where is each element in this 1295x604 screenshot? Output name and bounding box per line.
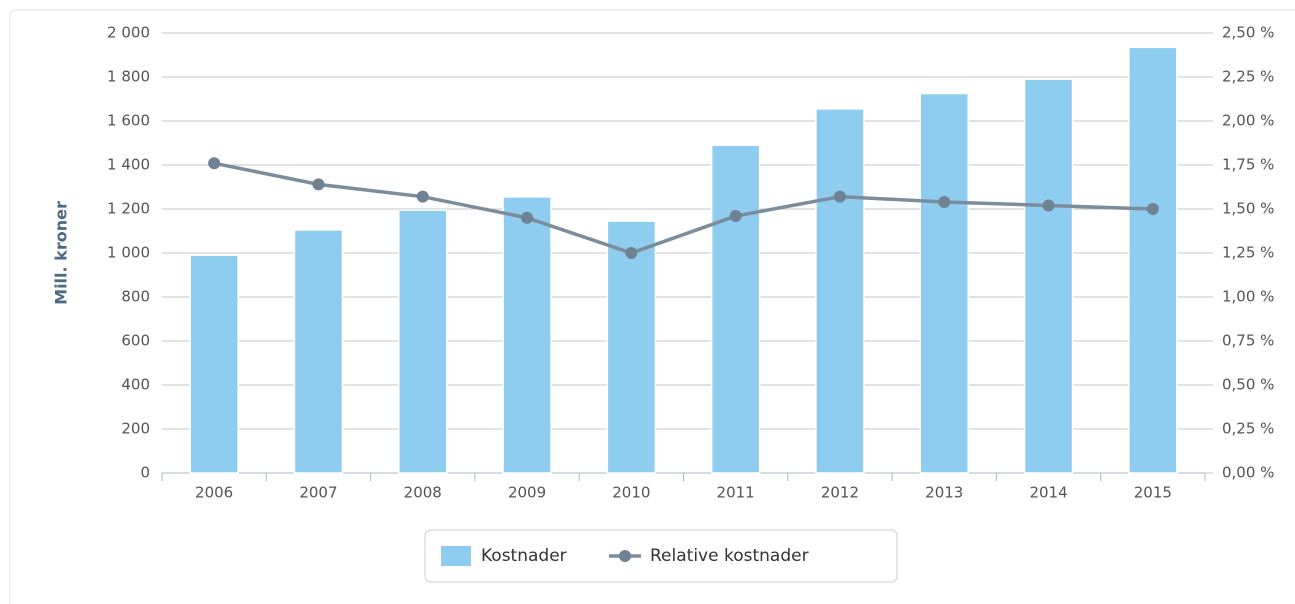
x-tick-label: 2014: [1029, 484, 1067, 502]
bar: [606, 220, 657, 474]
x-tick-label: 2006: [195, 484, 233, 502]
line: [213, 161, 1153, 255]
x-tick-label: 2012: [821, 484, 859, 502]
y-tick-label: 1 200: [107, 200, 150, 218]
bar: [919, 92, 969, 474]
y2-tick-label: 2,25 %: [1222, 68, 1274, 86]
legend-box: [424, 529, 898, 583]
line-marker: [521, 211, 534, 224]
bar: [1128, 46, 1178, 474]
y2-tick-label: 2,00 %: [1222, 112, 1274, 130]
legend-marker: [619, 550, 631, 562]
y2-tick-label: 0,50 %: [1222, 376, 1274, 394]
y-tick-label: 0: [140, 464, 150, 482]
y-tick-label: 400: [121, 376, 150, 394]
y2-tick-label: 0,00 %: [1222, 464, 1274, 482]
y-tick-label: 1 000: [107, 244, 150, 262]
y-tick-label: 1 400: [107, 156, 150, 174]
x-tick-label: 2007: [299, 484, 337, 502]
bar: [1023, 78, 1074, 474]
y-tick-label: 1 800: [107, 68, 150, 86]
y2-tick-label: 0,25 %: [1222, 420, 1274, 438]
legend-label: Kostnader: [481, 546, 567, 566]
line-marker: [729, 210, 742, 223]
x-tick-label: 2015: [1134, 484, 1172, 502]
bar: [502, 196, 552, 474]
y-tick-label: 200: [121, 420, 150, 438]
legend-swatch: [441, 546, 471, 566]
y2-tick-label: 1,00 %: [1222, 288, 1274, 306]
line-marker: [312, 178, 325, 191]
y-tick-label: 1 600: [107, 112, 150, 130]
y2-tick-label: 0,75 %: [1222, 332, 1274, 350]
y-axis-title: Mill. kroner: [52, 201, 71, 305]
line-marker: [416, 190, 429, 203]
bar: [189, 254, 239, 474]
bar: [293, 229, 344, 474]
y2-tick-label: 1,25 %: [1222, 244, 1274, 262]
bar: [710, 144, 761, 474]
line-marker: [938, 195, 951, 208]
bar: [815, 108, 865, 474]
x-tick-label: 2011: [717, 484, 755, 502]
x-tick-label: 2010: [612, 484, 650, 502]
line-marker: [1146, 203, 1159, 215]
x-tick-label: 2013: [925, 484, 963, 502]
line-marker: [625, 247, 638, 259]
bar: [398, 209, 448, 474]
legend-label: Relative kostnader: [650, 546, 809, 566]
line-marker: [833, 190, 846, 203]
line-marker: [1042, 199, 1055, 212]
x-tick-label: 2009: [508, 484, 546, 502]
y-tick-label: 600: [121, 332, 150, 350]
y2-tick-label: 2,50 %: [1222, 24, 1274, 42]
x-tick-label: 2008: [404, 484, 442, 502]
line-marker: [208, 157, 221, 170]
y2-tick-label: 1,75 %: [1222, 156, 1274, 174]
y2-tick-label: 1,50 %: [1222, 200, 1274, 218]
y-tick-label: 800: [121, 288, 150, 306]
y-tick-label: 2 000: [107, 24, 150, 42]
